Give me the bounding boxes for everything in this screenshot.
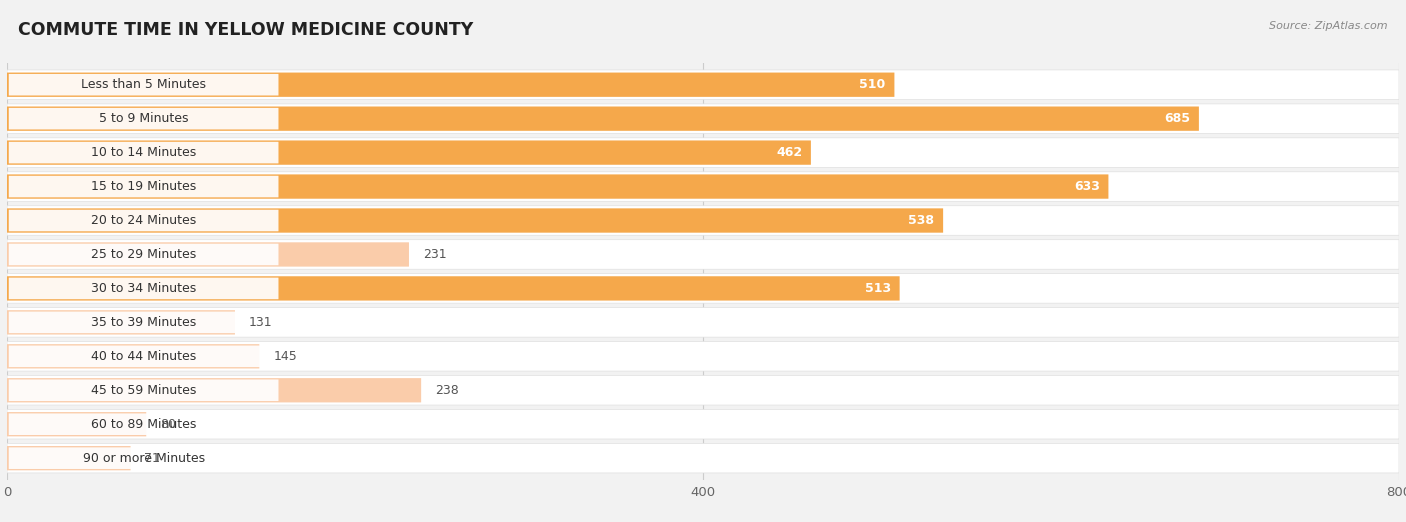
Text: 25 to 29 Minutes: 25 to 29 Minutes <box>91 248 197 261</box>
FancyBboxPatch shape <box>7 172 1399 201</box>
FancyBboxPatch shape <box>7 73 894 97</box>
FancyBboxPatch shape <box>8 244 278 265</box>
FancyBboxPatch shape <box>7 409 1399 439</box>
FancyBboxPatch shape <box>7 174 1108 199</box>
Text: 145: 145 <box>273 350 297 363</box>
FancyBboxPatch shape <box>8 176 278 197</box>
FancyBboxPatch shape <box>7 378 422 402</box>
FancyBboxPatch shape <box>7 242 409 267</box>
Text: 510: 510 <box>859 78 886 91</box>
FancyBboxPatch shape <box>8 312 278 333</box>
Text: 80: 80 <box>160 418 176 431</box>
Text: Less than 5 Minutes: Less than 5 Minutes <box>82 78 207 91</box>
FancyBboxPatch shape <box>8 74 278 96</box>
FancyBboxPatch shape <box>8 108 278 129</box>
FancyBboxPatch shape <box>8 379 278 401</box>
Text: 513: 513 <box>865 282 891 295</box>
Text: 238: 238 <box>434 384 458 397</box>
Text: COMMUTE TIME IN YELLOW MEDICINE COUNTY: COMMUTE TIME IN YELLOW MEDICINE COUNTY <box>18 21 474 39</box>
FancyBboxPatch shape <box>7 276 900 301</box>
Text: 538: 538 <box>908 214 935 227</box>
Text: 231: 231 <box>423 248 447 261</box>
FancyBboxPatch shape <box>7 104 1399 134</box>
FancyBboxPatch shape <box>7 240 1399 269</box>
Text: 40 to 44 Minutes: 40 to 44 Minutes <box>91 350 197 363</box>
FancyBboxPatch shape <box>7 307 1399 337</box>
FancyBboxPatch shape <box>8 210 278 231</box>
Text: 633: 633 <box>1074 180 1099 193</box>
Text: 10 to 14 Minutes: 10 to 14 Minutes <box>91 146 197 159</box>
FancyBboxPatch shape <box>8 278 278 299</box>
FancyBboxPatch shape <box>8 142 278 163</box>
FancyBboxPatch shape <box>7 138 1399 168</box>
Text: 15 to 19 Minutes: 15 to 19 Minutes <box>91 180 197 193</box>
Text: 45 to 59 Minutes: 45 to 59 Minutes <box>91 384 197 397</box>
FancyBboxPatch shape <box>7 344 259 369</box>
FancyBboxPatch shape <box>8 346 278 367</box>
FancyBboxPatch shape <box>7 140 811 165</box>
FancyBboxPatch shape <box>7 206 1399 235</box>
FancyBboxPatch shape <box>7 412 146 436</box>
FancyBboxPatch shape <box>7 446 131 470</box>
FancyBboxPatch shape <box>8 447 278 469</box>
Text: 71: 71 <box>145 452 160 465</box>
Text: 131: 131 <box>249 316 273 329</box>
Text: 20 to 24 Minutes: 20 to 24 Minutes <box>91 214 197 227</box>
FancyBboxPatch shape <box>7 310 235 335</box>
Text: 30 to 34 Minutes: 30 to 34 Minutes <box>91 282 197 295</box>
Text: 35 to 39 Minutes: 35 to 39 Minutes <box>91 316 197 329</box>
FancyBboxPatch shape <box>7 341 1399 371</box>
Text: 5 to 9 Minutes: 5 to 9 Minutes <box>98 112 188 125</box>
FancyBboxPatch shape <box>7 375 1399 405</box>
FancyBboxPatch shape <box>7 443 1399 473</box>
FancyBboxPatch shape <box>7 208 943 233</box>
Text: 462: 462 <box>776 146 803 159</box>
Text: 90 or more Minutes: 90 or more Minutes <box>83 452 205 465</box>
FancyBboxPatch shape <box>7 106 1199 131</box>
FancyBboxPatch shape <box>8 413 278 435</box>
Text: 60 to 89 Minutes: 60 to 89 Minutes <box>91 418 197 431</box>
FancyBboxPatch shape <box>7 70 1399 100</box>
Text: Source: ZipAtlas.com: Source: ZipAtlas.com <box>1270 21 1388 31</box>
Text: 685: 685 <box>1164 112 1191 125</box>
FancyBboxPatch shape <box>7 274 1399 303</box>
